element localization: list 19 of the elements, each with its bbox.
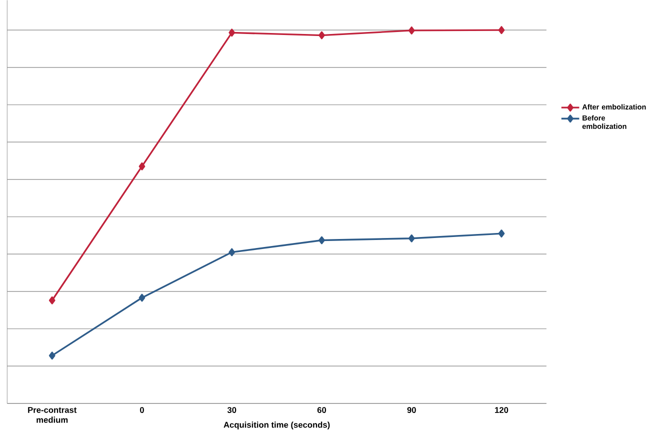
x-tick-label: 0 [140,407,144,414]
x-tick-label: 60 [317,407,326,414]
point [138,294,146,302]
x-tick-label: 30 [227,407,236,414]
x-tick-label: 120 [495,407,508,414]
x-tick-label: Pre-contrast medium [28,407,77,423]
point [498,230,505,238]
point [318,236,325,244]
point [228,28,236,37]
point [48,352,56,360]
point [48,296,56,304]
point [408,26,415,34]
point [318,31,325,40]
point [228,248,236,256]
x-tick-label: 90 [407,407,416,414]
x-axis-title: Acquisition time (seconds) [224,422,330,430]
point [138,162,146,170]
point [408,234,415,242]
point [498,26,505,34]
